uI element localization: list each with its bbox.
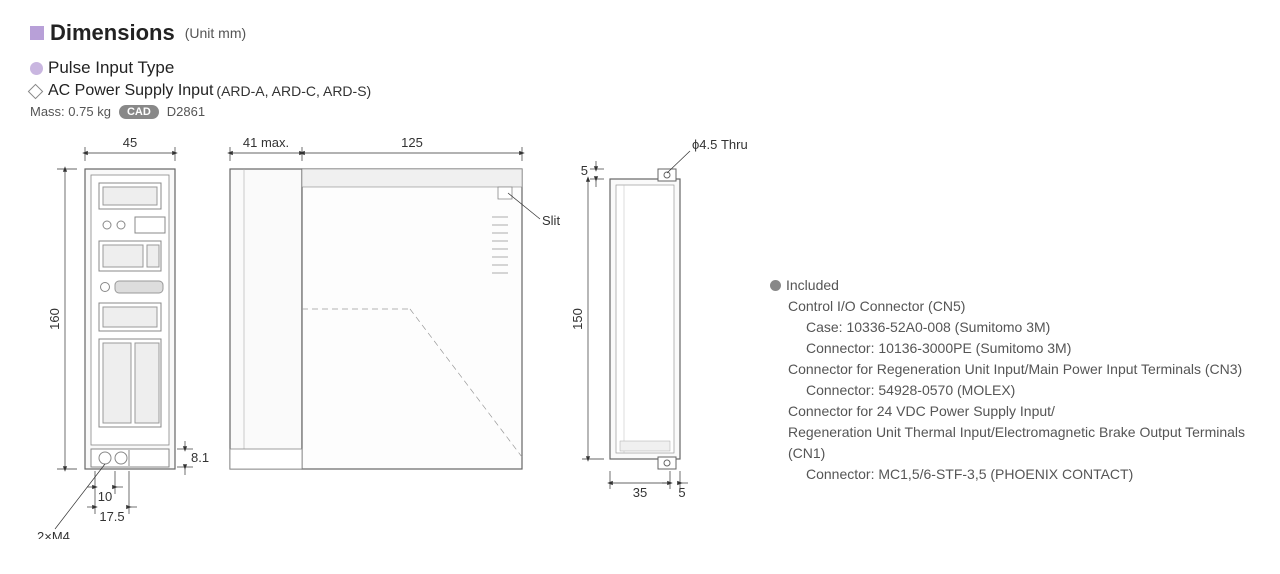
included-title: Included <box>786 275 839 296</box>
dim-175: 17.5 <box>99 509 124 524</box>
dim-160: 160 <box>47 308 62 330</box>
thru-label: ϕ4.5 Thru <box>692 137 748 152</box>
dim-35: 35 <box>633 485 647 500</box>
subtitle2-paren: (ARD-A, ARD-C, ARD-S) <box>216 83 371 99</box>
page-title: Dimensions <box>50 20 175 46</box>
included-line-4: Connector: 54928-0570 (MOLEX) <box>806 380 1245 401</box>
included-bullet-icon <box>770 280 781 291</box>
circle-bullet-icon <box>30 62 43 75</box>
included-line-8: Connector: MC1,5/6-STF-3,5 (PHOENIX CONT… <box>806 464 1245 485</box>
mass-row: Mass: 0.75 kg CAD D2861 <box>30 104 1250 119</box>
dim-10: 10 <box>98 489 112 504</box>
subtitle-power: AC Power Supply Input (ARD-A, ARD-C, ARD… <box>30 82 1250 100</box>
diamond-bullet-icon <box>28 83 44 99</box>
dim-150: 150 <box>570 308 585 330</box>
included-line-0: Control I/O Connector (CN5) <box>788 296 1245 317</box>
subtitle2-main: AC Power Supply Input <box>48 82 213 100</box>
dim-45: 45 <box>123 135 137 150</box>
included-line-5: Connector for 24 VDC Power Supply Input/ <box>788 401 1245 422</box>
subtitle-pulse: Pulse Input Type <box>30 58 1250 78</box>
cad-code: D2861 <box>167 104 205 119</box>
header: Dimensions (Unit mm) <box>30 20 1250 46</box>
included-block: Included Control I/O Connector (CN5) Cas… <box>770 275 1245 485</box>
dim-5b: 5 <box>678 485 685 500</box>
dimension-drawing: 45 160 2×M4 8.1 10 <box>30 129 790 539</box>
included-line-3: Connector for Regeneration Unit Input/Ma… <box>788 359 1245 380</box>
m4-label: 2×M4 <box>37 529 70 539</box>
dim-5top: 5 <box>581 163 588 178</box>
dim-41: 41 max. <box>243 135 289 150</box>
included-line-6: Regeneration Unit Thermal Input/Electrom… <box>788 422 1245 443</box>
dim-125: 125 <box>401 135 423 150</box>
included-line-1: Case: 10336-52A0-008 (Sumitomo 3M) <box>806 317 1245 338</box>
cad-badge: CAD <box>119 105 159 119</box>
subtitle1-text: Pulse Input Type <box>48 58 174 78</box>
included-line-2: Connector: 10136-3000PE (Sumitomo 3M) <box>806 338 1245 359</box>
dim-81: 8.1 <box>191 450 209 465</box>
included-line-7: (CN1) <box>788 443 1245 464</box>
slit-label: Slit <box>542 213 560 228</box>
title-bullet-icon <box>30 26 44 40</box>
mass-label: Mass: 0.75 kg <box>30 104 111 119</box>
unit-label: (Unit mm) <box>185 25 246 41</box>
